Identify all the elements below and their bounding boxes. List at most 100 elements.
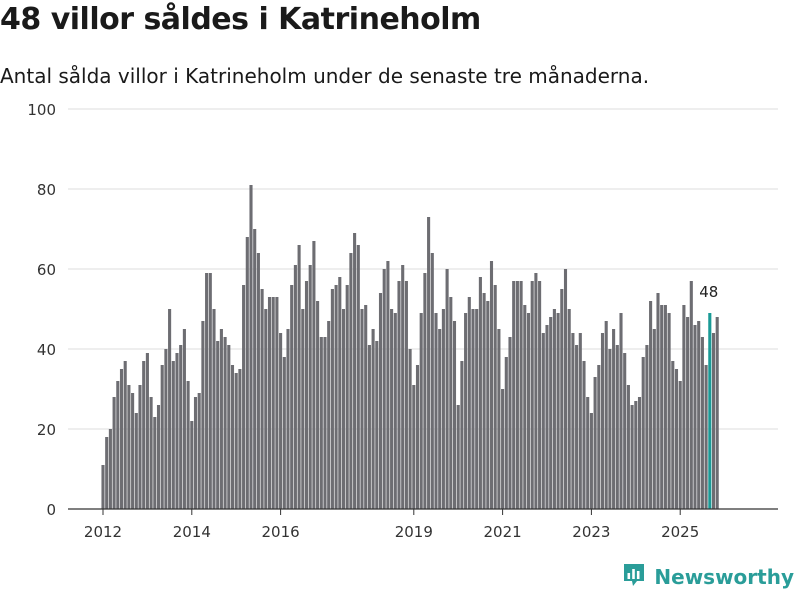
bar: [293, 265, 297, 509]
bar: [464, 313, 468, 509]
bar: [393, 313, 397, 509]
bar: [404, 281, 408, 509]
bar: [526, 313, 531, 509]
bar: [671, 361, 675, 509]
bar: [615, 345, 619, 509]
bar: [367, 345, 371, 509]
bar: [534, 273, 538, 509]
brand-logo[interactable]: Newsworthy: [622, 562, 794, 592]
bar: [589, 413, 593, 509]
bar: [652, 329, 656, 509]
bar: [101, 465, 105, 509]
bar: [567, 309, 571, 509]
bar: [375, 341, 379, 509]
bar: [175, 353, 179, 509]
bar: [571, 333, 575, 509]
bar: [512, 281, 516, 509]
bar: [112, 397, 116, 509]
bar: [190, 421, 194, 509]
bar: [382, 269, 386, 509]
bar: [623, 353, 627, 509]
bar: [523, 305, 527, 509]
bar: [412, 385, 416, 509]
bar: [401, 265, 405, 509]
bar: [356, 245, 360, 509]
bar: [182, 329, 186, 509]
bar: [275, 297, 279, 509]
bar: [371, 329, 375, 509]
bar: [312, 241, 316, 509]
bar: [360, 309, 364, 509]
bar: [489, 261, 494, 509]
y-tick-label: 0: [46, 501, 56, 519]
bar: [445, 269, 449, 509]
bar: [600, 333, 605, 509]
bar: [530, 281, 534, 509]
bar: [715, 317, 719, 509]
y-tick-label: 60: [37, 261, 56, 279]
bar: [501, 389, 505, 509]
bar: [612, 329, 616, 509]
bar: [538, 281, 542, 509]
bar: [238, 369, 242, 509]
bar: [556, 313, 560, 509]
bar: [693, 325, 697, 509]
bar: [386, 261, 390, 509]
bar: [682, 305, 686, 509]
bar: [649, 301, 653, 509]
bar: [656, 293, 660, 509]
bar: [663, 305, 667, 509]
bar: [219, 329, 223, 509]
bar: [456, 405, 460, 509]
bar: [327, 321, 331, 509]
bar: [286, 329, 290, 509]
y-tick-label: 40: [37, 341, 56, 359]
bar: [127, 385, 131, 509]
bar: [586, 397, 590, 509]
bar: [279, 333, 283, 509]
bar: [674, 369, 679, 509]
bar: [493, 285, 497, 509]
bar: [168, 309, 172, 509]
bar: [711, 333, 716, 509]
bar: [545, 325, 549, 509]
bar: [171, 361, 175, 509]
bar: [290, 285, 294, 509]
bar: [227, 345, 231, 509]
bar: [460, 361, 464, 509]
bar: [519, 281, 523, 509]
bar: [563, 269, 568, 509]
bar: [116, 381, 120, 509]
bar: [578, 333, 582, 509]
bar: [242, 285, 246, 509]
bar: [119, 369, 124, 509]
bar: [700, 337, 704, 509]
bar: [245, 237, 249, 509]
bar: [108, 429, 112, 509]
bar: [282, 357, 286, 509]
bar: [678, 381, 682, 509]
bar: [260, 289, 264, 509]
bar: [123, 361, 127, 509]
bar: [212, 309, 216, 509]
bar: [689, 281, 693, 509]
y-tick-label: 20: [37, 421, 56, 439]
bar: [552, 309, 556, 509]
bar: [515, 281, 519, 509]
bar: [641, 357, 645, 509]
bar: [434, 313, 438, 509]
bar: [271, 297, 275, 509]
bar: [637, 397, 642, 509]
bar: [105, 437, 109, 509]
bar: [430, 253, 434, 509]
bar: [134, 413, 138, 509]
bar: [253, 229, 257, 509]
bar: [686, 317, 690, 509]
bar: [160, 365, 164, 509]
bar: [467, 297, 471, 509]
bar: [397, 281, 401, 509]
x-tick-label: 2019: [395, 523, 433, 541]
bar: [330, 289, 334, 509]
bar: [497, 329, 501, 509]
bar: [378, 293, 383, 509]
